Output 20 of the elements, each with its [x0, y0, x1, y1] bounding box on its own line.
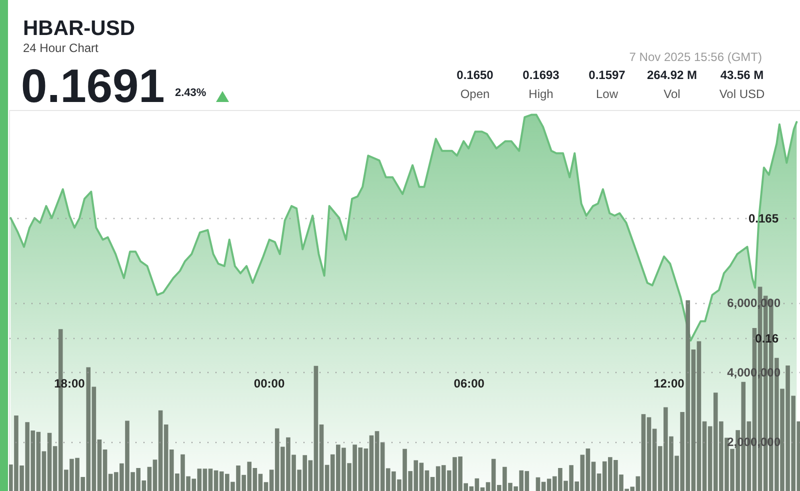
text: Open [460, 87, 490, 101]
chart-subtitle: 24 Hour Chart [23, 41, 98, 55]
chart-title: HBAR-USD [23, 17, 135, 41]
annotation: 0.1691 [21, 58, 165, 113]
x-tick-label: 00:00 [254, 376, 285, 390]
x-tick-label: 12:00 [654, 376, 685, 390]
text: Low [596, 87, 618, 101]
x-tick-label: 06:00 [454, 376, 485, 390]
text: 43.56 M [720, 68, 764, 82]
text: Vol USD [719, 87, 765, 101]
text: 2.43% [175, 87, 206, 99]
text: 264.92 M [646, 68, 698, 82]
text: 0.1693 [522, 68, 560, 82]
text: 0.1650 [456, 68, 494, 82]
y-tick-label: 0.165 [748, 212, 779, 226]
text: High [528, 87, 554, 101]
text: 7 Nov 2025 15:56 (GMT) [629, 50, 762, 64]
x-tick-label: 18:00 [54, 376, 86, 390]
text: 0.1597 [588, 68, 626, 82]
text: Vol [664, 87, 680, 101]
